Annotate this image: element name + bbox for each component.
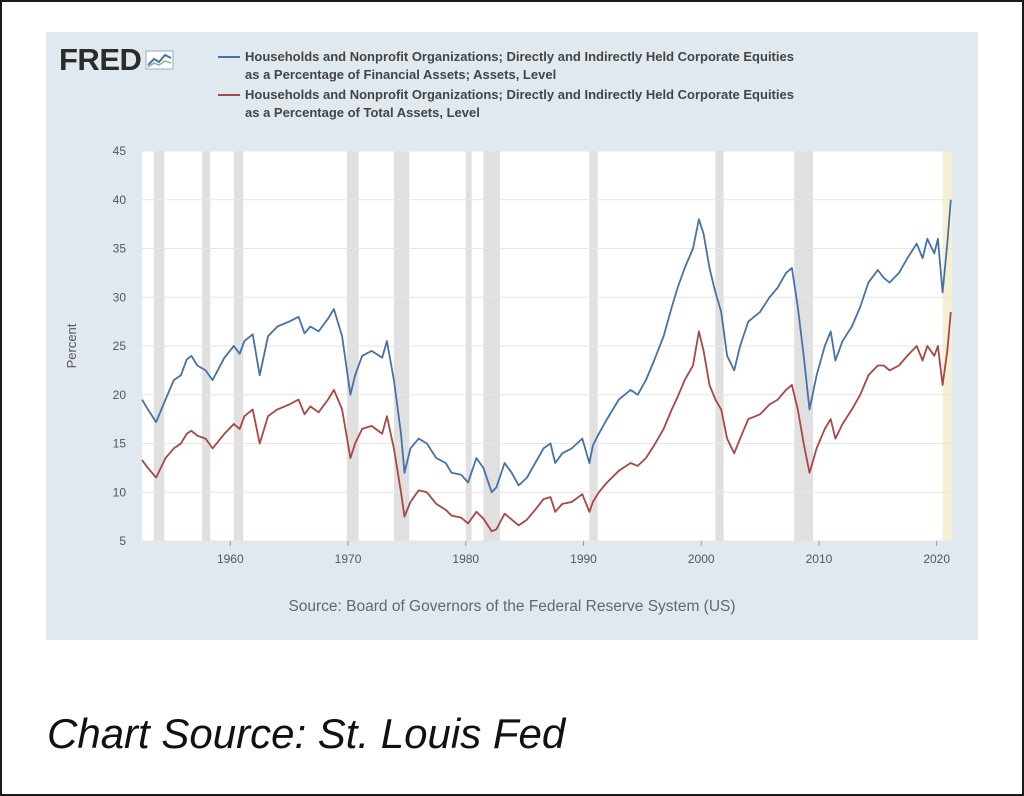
y-tick-label: 15 [113, 437, 127, 451]
legend-label-series1-line1: Households and Nonprofit Organizations; … [245, 49, 794, 64]
fred-logo-text: FRED [59, 42, 142, 77]
legend-swatch-series1 [218, 56, 240, 58]
x-tick-label: 2010 [806, 552, 833, 566]
y-tick-label: 35 [113, 242, 127, 256]
legend-label-series2-line1: Households and Nonprofit Organizations; … [245, 87, 794, 102]
chart-svg: 5 10 15 20 25 30 35 40 45 1960 1970 1980 1990 2000 201… [64, 144, 952, 566]
chart-panel: FRED Households and Nonprofit Organizati… [46, 32, 978, 640]
caption: Chart Source: St. Louis Fed [47, 710, 566, 757]
legend-label-series1-line2: as a Percentage of Financial Assets; Ass… [245, 67, 557, 82]
line-graph-icon [145, 50, 174, 70]
x-tick-label: 2020 [923, 552, 950, 566]
fred-logo: FRED [59, 42, 175, 78]
y-tick-label: 30 [113, 290, 127, 304]
x-tick-label: 1970 [335, 552, 362, 566]
x-tick-label: 1980 [452, 552, 479, 566]
legend-swatch-series2 [218, 94, 240, 96]
legend-entry-series1: Households and Nonprofit Organizations; … [218, 48, 794, 84]
legend-entry-series2: Households and Nonprofit Organizations; … [218, 86, 794, 122]
y-axis-label: Percent [64, 323, 79, 368]
y-tick-label: 10 [113, 485, 127, 499]
x-tick-label: 1960 [217, 552, 244, 566]
legend-label-series2-line2: as a Percentage of Total Assets, Level [245, 105, 480, 120]
chart-legend: Households and Nonprofit Organizations; … [218, 48, 794, 124]
x-tick-label: 2000 [688, 552, 715, 566]
x-tick-label: 1990 [570, 552, 597, 566]
y-tick-label: 25 [113, 339, 127, 353]
y-tick-label: 40 [113, 193, 127, 207]
y-tick-label: 45 [113, 144, 127, 158]
series-line-1 [141, 199, 952, 494]
y-tick-label: 20 [113, 388, 127, 402]
series-line-2 [141, 311, 952, 533]
source-note: Source: Board of Governors of the Federa… [288, 598, 736, 615]
y-tick-label: 5 [119, 534, 126, 548]
